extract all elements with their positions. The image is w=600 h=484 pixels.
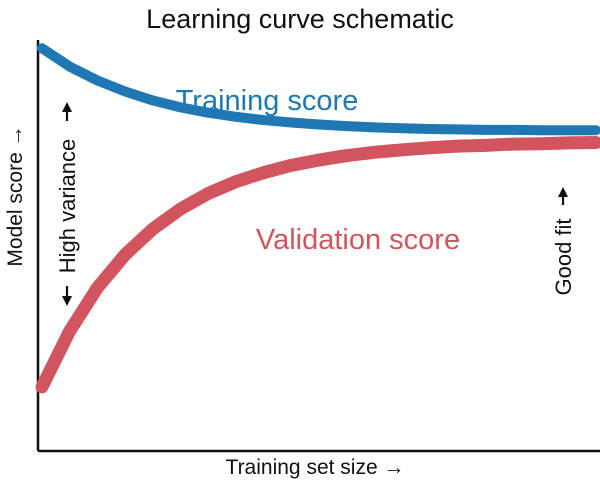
good-fit-annotation: Good fit [551, 187, 576, 296]
training-score-line [37, 43, 600, 136]
series-layer [35, 43, 600, 394]
high-variance-up-arrow-head [62, 102, 72, 112]
y-axis-label: Model score → [4, 125, 27, 266]
high-variance-down-arrow-head [62, 296, 72, 306]
chart-title: Learning curve schematic [146, 4, 454, 34]
high-variance-annotation: High variance [55, 102, 80, 306]
high-variance-label: High variance [55, 139, 80, 274]
x-axis-label: Training set size → [226, 456, 405, 479]
validation-score-label: Validation score [256, 224, 460, 256]
validation-score-line [35, 135, 600, 394]
training-score-label: Training score [176, 85, 359, 117]
good-fit-up-arrow-head [558, 187, 568, 197]
good-fit-label: Good fit [551, 218, 576, 295]
